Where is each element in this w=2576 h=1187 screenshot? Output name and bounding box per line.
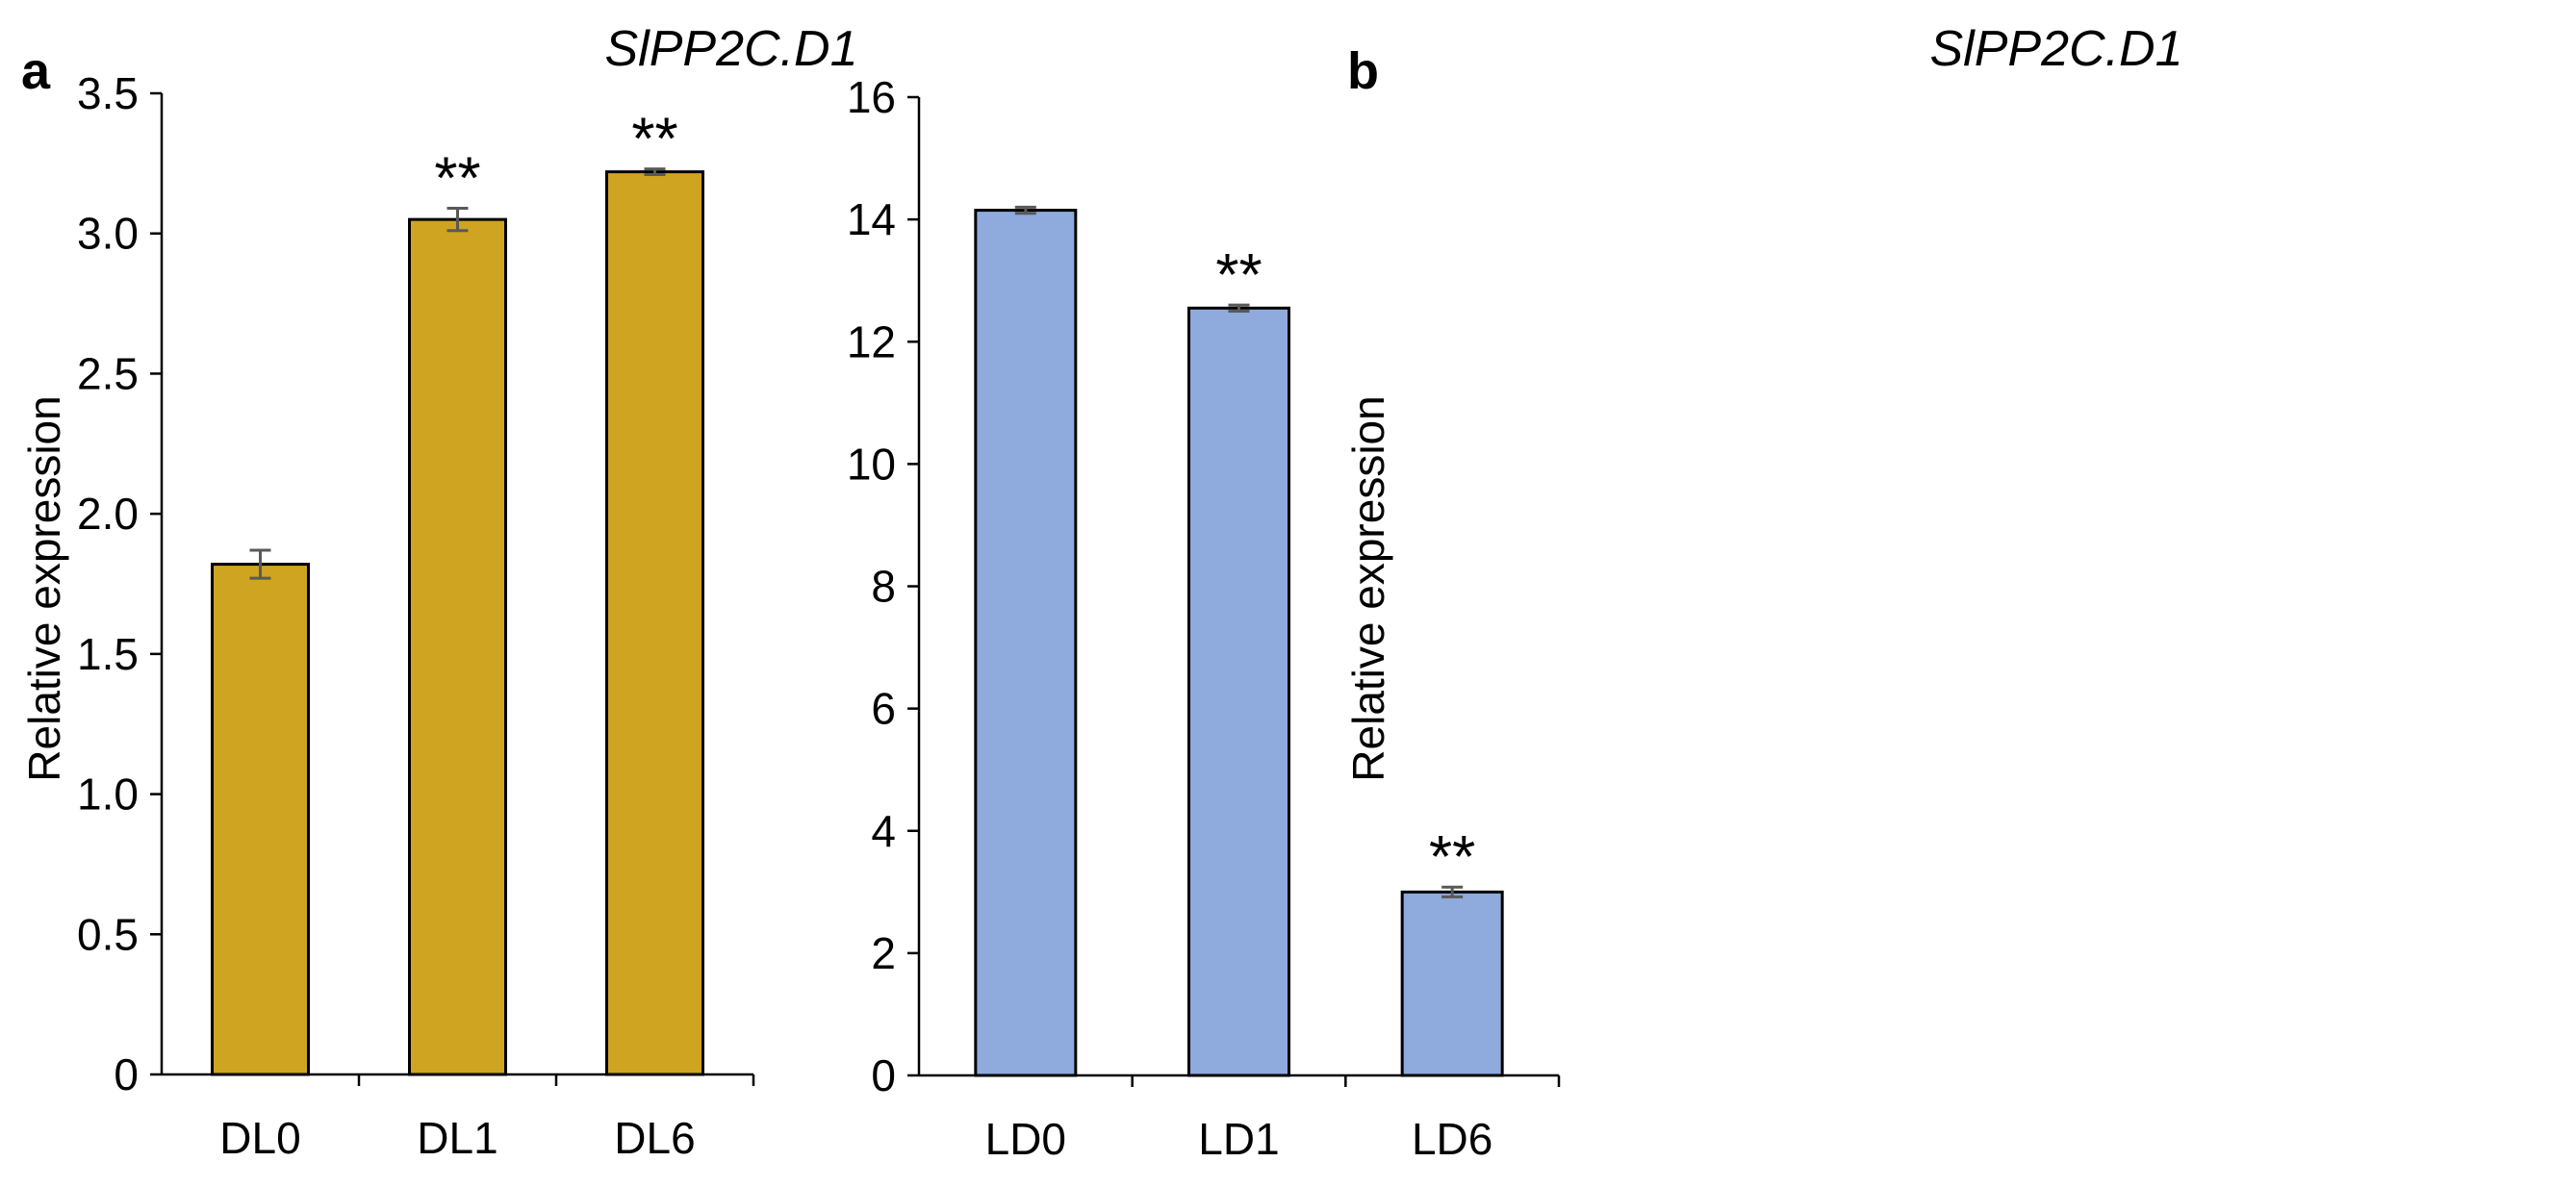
panel-a-letter: a — [21, 42, 51, 100]
panel-b-x-tick-label-2: LD6 — [1412, 1114, 1492, 1164]
panel-a-x-tick-label-0: DL0 — [219, 1113, 300, 1163]
panel-b-y-tick-label-7: 14 — [847, 194, 896, 244]
panel-b-significance-1: ** — [1215, 242, 1262, 309]
panel-b-bar-2 — [1400, 890, 1504, 1077]
panel-a-title: SlPP2C.D1 — [605, 21, 858, 77]
panel-b-letter: b — [1347, 42, 1379, 100]
panel-b-y-tick-label-4: 8 — [871, 562, 896, 612]
panel-a-chart: a SlPP2C.D1 Relative expression DL0 ** DL1… — [19, 21, 858, 1163]
panel-b-x-tick-label-0: LD0 — [985, 1114, 1066, 1164]
panel-a-y-tick-label-1: 0.5 — [77, 909, 139, 959]
panel-a-plot-area: DL0 ** DL1 ** DL6 0 0.5 1.0 1.5 2.0 2.5 3.0 3.5 — [77, 68, 755, 1163]
panel-a-y-tick-label-4: 2.0 — [77, 489, 139, 539]
panel-a-bar-0 — [211, 563, 310, 1076]
panel-a-y-axis-label: Relative expression — [19, 395, 69, 781]
panel-b-y-tick-label-5: 10 — [847, 439, 896, 489]
panel-b-plot-area: LD0 ** LD1 ** LD6 0 2 4 6 8 10 12 14 16 — [847, 72, 1561, 1164]
panel-a-significance-1: ** — [434, 145, 480, 212]
panel-b-x-tick-label-1: LD1 — [1198, 1114, 1279, 1164]
panel-b-y-tick-label-6: 12 — [847, 316, 896, 366]
panel-a-bar-1 — [408, 217, 507, 1076]
panel-a-y-tick-label-3: 1.5 — [77, 629, 139, 679]
panel-a-y-tick-label-0: 0 — [114, 1049, 139, 1099]
panel-a-y-tick-label-7: 3.5 — [77, 68, 139, 118]
panel-a-y-tick-label-2: 1.0 — [77, 770, 139, 820]
panel-b-y-tick-label-0: 0 — [871, 1050, 896, 1100]
panel-b-bar-0 — [974, 209, 1078, 1077]
panel-b-y-axis-label: Relative expression — [1343, 395, 1393, 781]
panel-a-bar-2 — [605, 170, 704, 1076]
panel-b-y-tick-label-8: 16 — [847, 72, 896, 122]
panel-b-chart: b SlPP2C.D1 Relative expression LD0 ** LD1… — [847, 21, 2183, 1164]
panel-b-y-tick-label-3: 6 — [871, 684, 896, 734]
panel-a-x-tick-label-1: DL1 — [417, 1113, 497, 1163]
panel-b-y-tick-label-1: 2 — [871, 928, 896, 978]
panel-a-y-tick-label-5: 2.5 — [77, 348, 139, 398]
panel-b-y-tick-label-2: 4 — [871, 806, 896, 856]
panel-a-y-tick-label-6: 3.0 — [77, 209, 139, 259]
panel-a-significance-2: ** — [631, 107, 677, 173]
panel-a-x-tick-label-2: DL6 — [614, 1113, 695, 1163]
panel-b-title: SlPP2C.D1 — [1930, 21, 2183, 77]
panel-b-bar-1 — [1187, 306, 1290, 1077]
panel-b-significance-2: ** — [1429, 824, 1475, 891]
